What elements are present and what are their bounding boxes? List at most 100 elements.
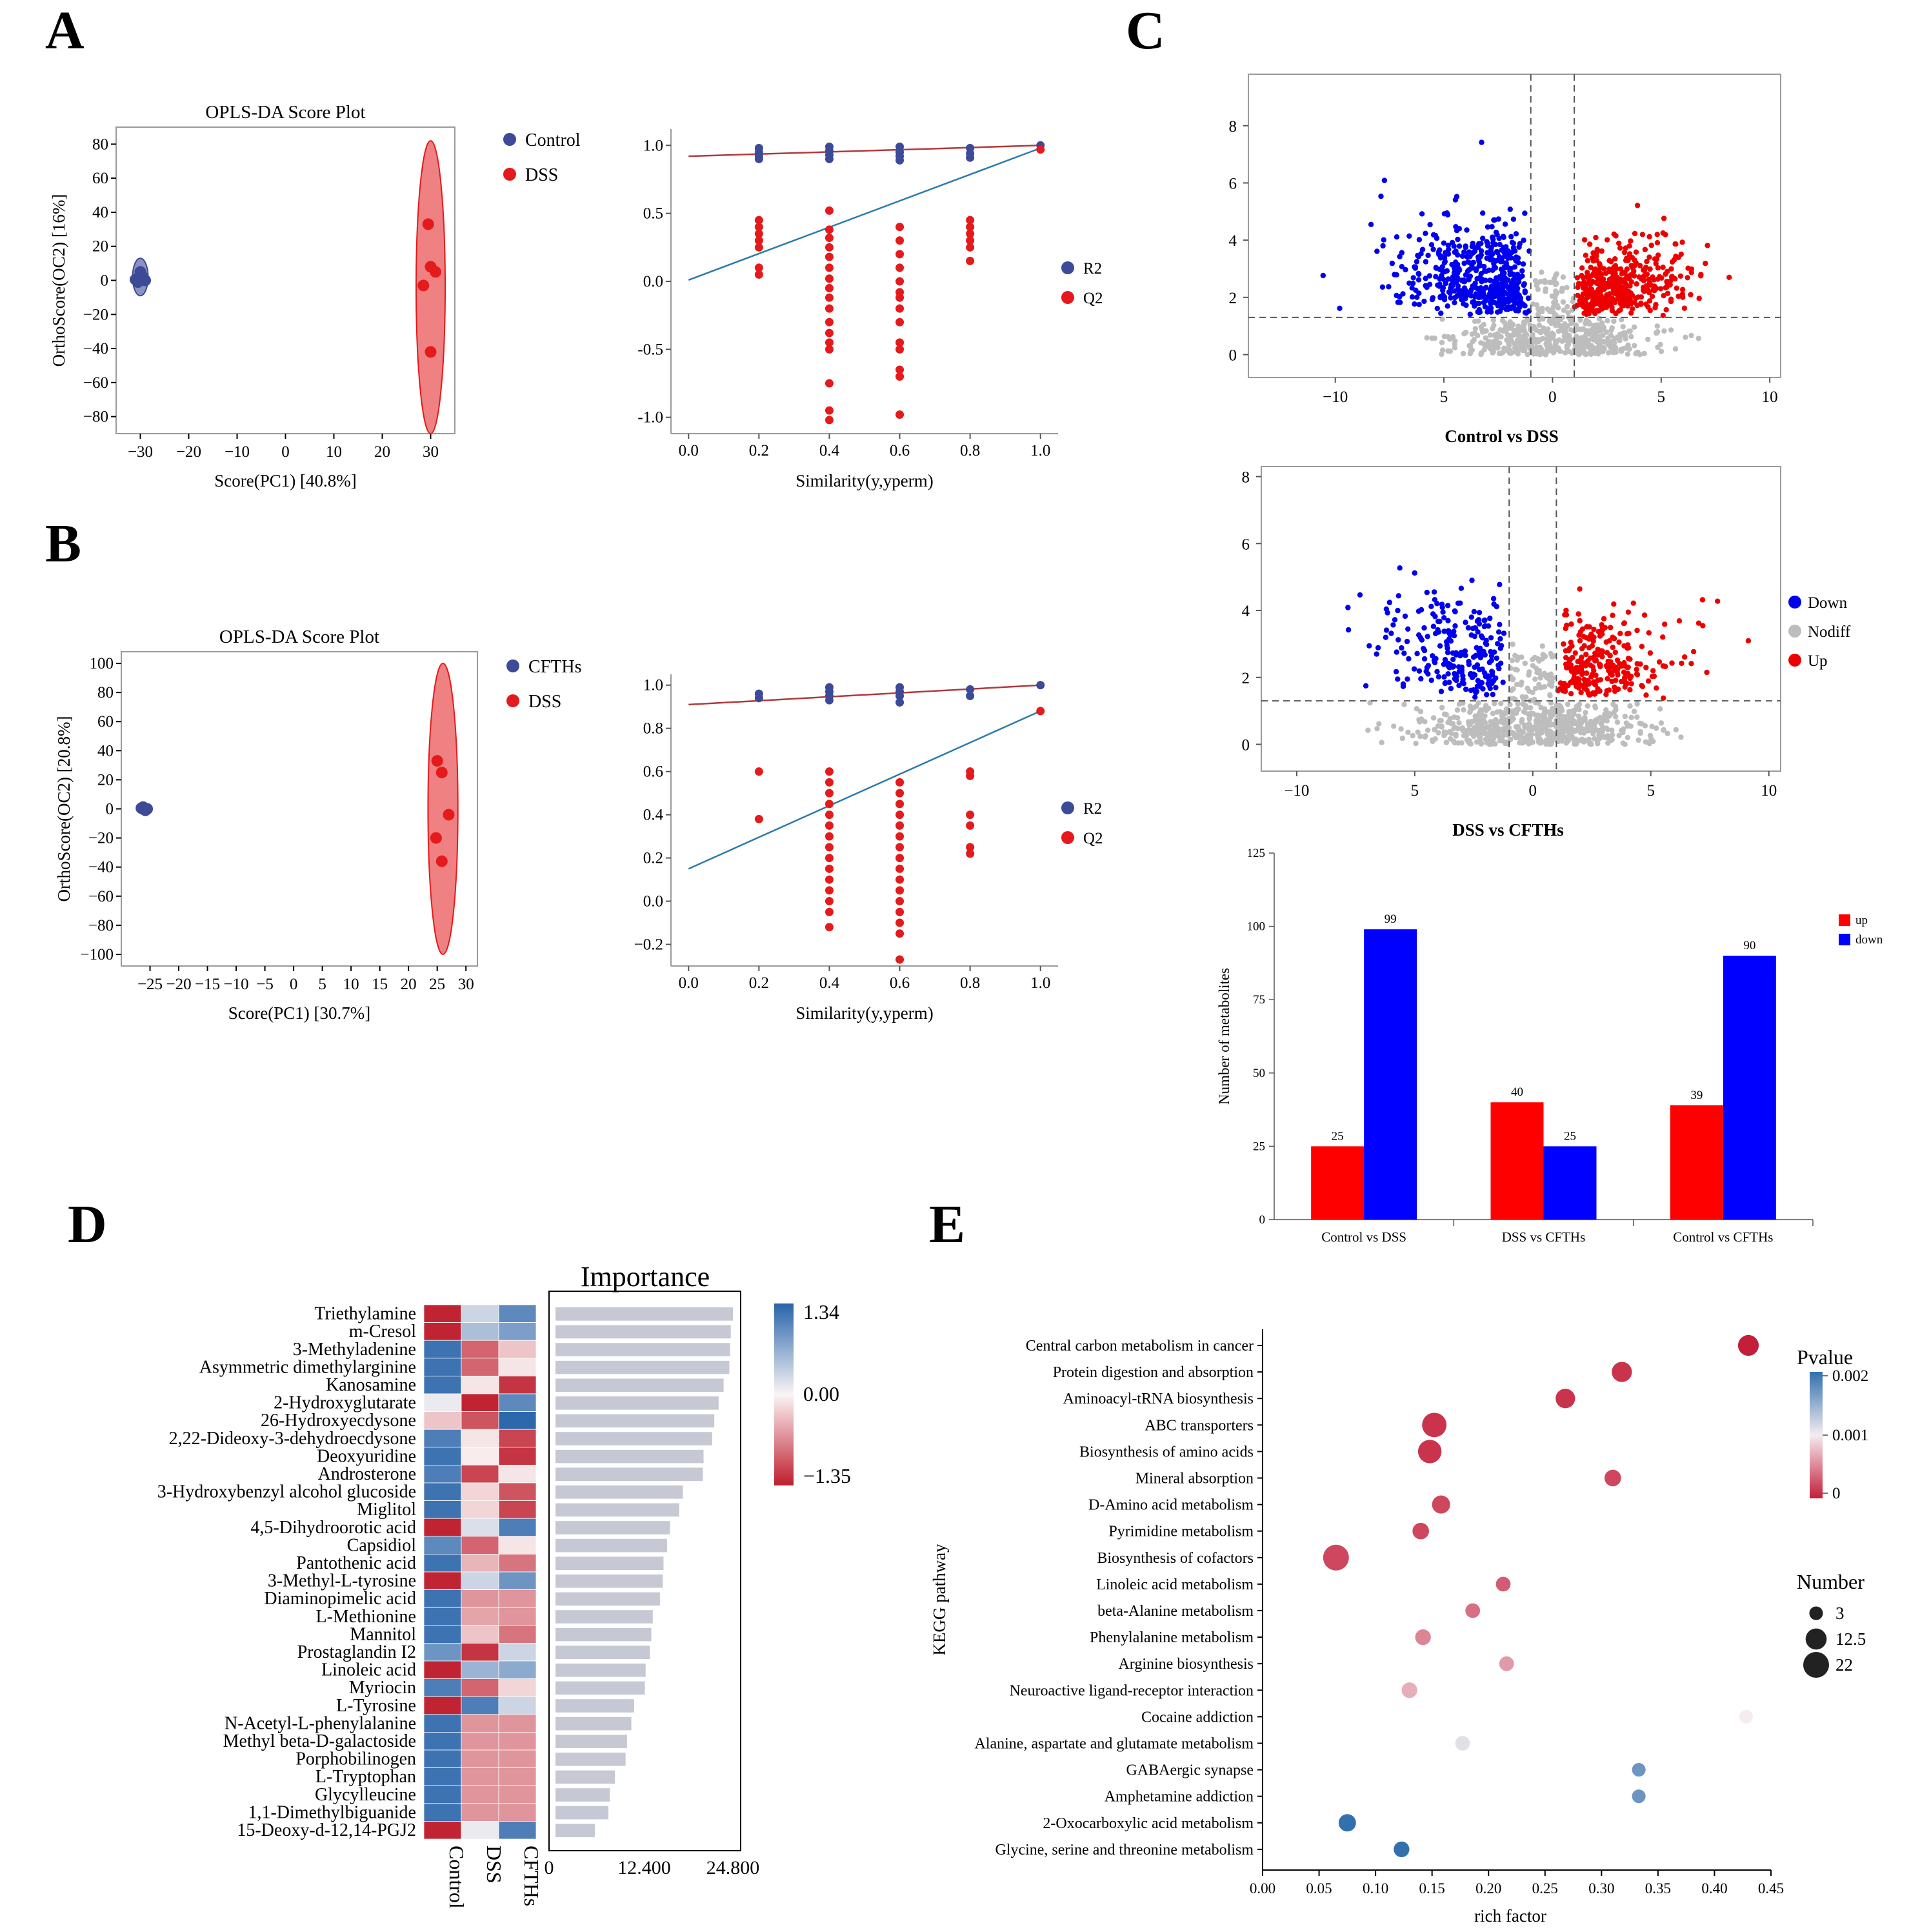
down-point — [1497, 241, 1503, 248]
nodiff-point — [1534, 282, 1539, 288]
up-point — [1617, 630, 1623, 636]
heatmap-cell — [461, 1536, 499, 1555]
down-point — [1522, 290, 1528, 296]
up-point — [1590, 690, 1596, 696]
heatmap-cell — [461, 1553, 499, 1573]
nodiff-point — [1688, 332, 1694, 339]
q2-point — [825, 854, 834, 863]
down-point — [1473, 690, 1479, 696]
heatmap-cell — [461, 1714, 499, 1733]
nodiff-point — [1515, 706, 1521, 712]
down-point — [1485, 250, 1490, 256]
up-point — [1679, 287, 1686, 292]
y-tick-label: 0 — [106, 801, 114, 818]
nodiff-point — [1557, 721, 1564, 727]
down-point — [1379, 284, 1386, 290]
up-point — [1695, 620, 1702, 626]
up-point — [1585, 690, 1592, 696]
y-tick-label: 1.0 — [643, 137, 663, 154]
down-point — [1441, 661, 1447, 667]
q2-point — [825, 789, 834, 798]
nodiff-point — [1511, 328, 1517, 334]
x-axis-label: Similarity(y,yperm) — [795, 471, 933, 490]
metabolite-label: Diaminopimelic acid — [264, 1589, 416, 1609]
up-point — [1593, 234, 1599, 241]
up-point — [1648, 242, 1654, 248]
down-bar — [1364, 929, 1417, 1220]
down-point — [1452, 623, 1458, 629]
nodiff-point — [1613, 714, 1619, 719]
panel-label-d: D — [68, 1194, 107, 1254]
up-point — [1577, 618, 1583, 624]
up-point — [1630, 600, 1636, 606]
down-point — [1424, 665, 1430, 670]
up-point — [1583, 274, 1589, 280]
down-point — [1468, 687, 1474, 694]
up-point — [1597, 677, 1603, 683]
nodiff-point — [1588, 741, 1594, 747]
nodiff-point — [1503, 741, 1508, 747]
legend-marker — [1061, 261, 1074, 274]
nodiff-point — [1572, 707, 1577, 713]
up-point — [1597, 663, 1603, 670]
down-point — [1406, 656, 1412, 662]
y-tick-label: −100 — [80, 946, 114, 963]
down-point — [1416, 237, 1423, 243]
up-point — [1628, 681, 1634, 687]
up-point — [1597, 633, 1603, 639]
up-point — [1654, 240, 1661, 246]
down-point — [1475, 300, 1481, 307]
legend-swatch — [1839, 914, 1850, 926]
panel-b-permutation-plot: 0.0 0.2 0.4 0.6 0.8 1.0 −0.2 0.0 0.2 0.4 0.6 0.8 1.0… — [634, 674, 1103, 1023]
nodiff-point — [1668, 327, 1674, 333]
q2-point — [1036, 707, 1045, 716]
r2-point — [754, 154, 763, 163]
nodiff-point — [1495, 725, 1501, 731]
x-axis-label: Score(PC1) [30.7%] — [228, 1003, 370, 1023]
down-point — [1475, 617, 1482, 623]
q2-point — [825, 225, 834, 234]
down-point — [1395, 676, 1401, 682]
nodiff-point — [1623, 720, 1629, 726]
up-point — [1586, 310, 1592, 317]
nodiff-point — [1495, 730, 1501, 736]
y-tick-label: 20 — [92, 238, 108, 256]
y-tick-label: 0 — [1242, 737, 1250, 754]
up-point — [1594, 257, 1600, 263]
heatmap-cell — [423, 1322, 462, 1341]
down-point — [1395, 299, 1401, 305]
down-point — [1501, 234, 1506, 240]
score-point — [435, 767, 448, 779]
nodiff-point — [1553, 291, 1559, 297]
nodiff-point — [1468, 741, 1474, 747]
nodiff-point — [1616, 732, 1622, 739]
nodiff-point — [1509, 708, 1515, 714]
nodiff-point — [1501, 345, 1507, 351]
down-point — [1487, 615, 1493, 621]
heatmap-cell — [423, 1820, 462, 1840]
down-point — [1479, 291, 1485, 297]
down-point — [1445, 303, 1450, 309]
nodiff-point — [1569, 350, 1575, 356]
down-point — [1469, 263, 1475, 270]
nodiff-point — [1645, 336, 1651, 343]
heatmap-cell — [423, 1500, 462, 1519]
x-tick-label: Control vs DSS — [1321, 1229, 1406, 1245]
up-point — [1649, 294, 1655, 299]
nodiff-point — [1611, 318, 1617, 325]
y-tick-label: 20 — [97, 771, 114, 789]
down-point — [1516, 244, 1522, 250]
up-point — [1635, 294, 1641, 300]
pathway-label: ABC transporters — [1145, 1417, 1254, 1434]
nodiff-point — [1460, 350, 1466, 357]
nodiff-point — [1549, 293, 1555, 299]
down-point — [1428, 603, 1434, 609]
nodiff-point — [1627, 703, 1633, 709]
down-point — [1521, 237, 1526, 243]
nodiff-point — [1423, 733, 1428, 739]
up-point — [1655, 265, 1661, 271]
down-point — [1479, 139, 1485, 145]
heatmap-cell — [461, 1607, 499, 1626]
q2-point — [825, 810, 834, 820]
down-point — [1432, 614, 1438, 619]
